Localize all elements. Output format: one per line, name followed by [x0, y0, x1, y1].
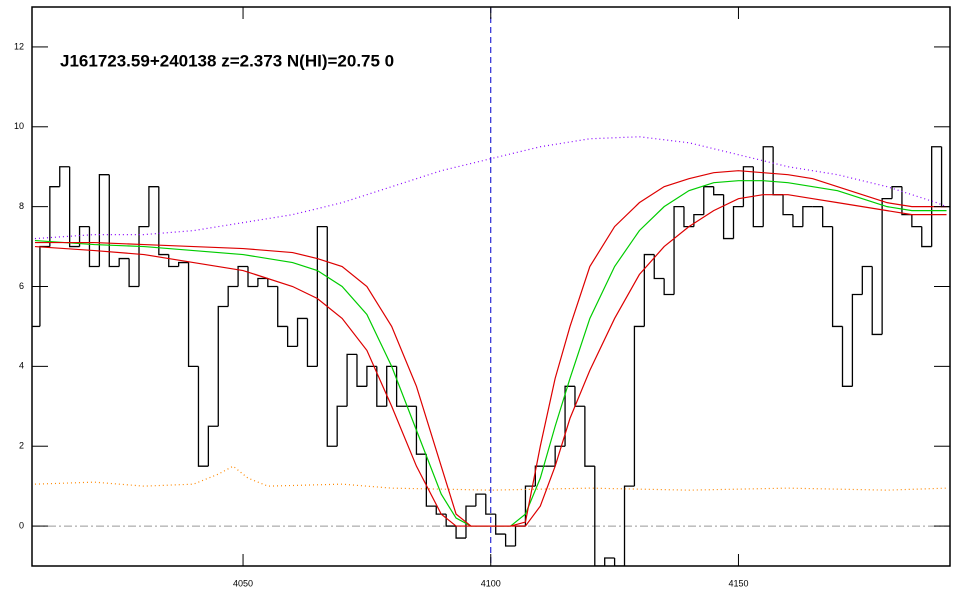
spectrum-bin	[247, 266, 258, 288]
spectrum-bin	[703, 186, 714, 215]
spectrum-bin	[752, 166, 764, 228]
spectrum-bin	[722, 194, 734, 240]
annotation: J161723.59+240138 z=2.373 N(HI)=20.75 0	[60, 51, 394, 70]
spectrum-bin	[386, 365, 397, 407]
spectrum-bin	[871, 266, 883, 336]
spectrum-bin	[861, 265, 873, 295]
spectrum-bin	[267, 278, 278, 288]
spectrum-bin	[207, 425, 219, 467]
spectrum-bin	[891, 186, 902, 199]
spectrum-bin	[306, 318, 318, 368]
spectrum-bin	[663, 278, 675, 296]
spectrum-bin	[59, 166, 70, 187]
spectrum-bin	[534, 465, 546, 487]
plot-area	[32, 7, 950, 566]
x-tick-label: 4100	[481, 578, 501, 588]
spectrum-bin	[633, 325, 645, 487]
spectrum-bin	[177, 261, 189, 267]
model-curve	[34, 170, 947, 527]
spectrum-bin	[148, 186, 159, 227]
spectrum-bin	[613, 558, 625, 566]
spectrum-bin	[762, 146, 774, 227]
spectrum-bin	[88, 226, 100, 268]
spectrum-bin	[792, 214, 803, 228]
y-tick-label: 8	[19, 201, 24, 211]
spectrum-bin	[931, 146, 942, 247]
spectrum-bin	[69, 166, 80, 248]
spectrum-bin	[732, 205, 744, 239]
spectrum-bin	[277, 286, 288, 328]
y-tick-label: 0	[19, 520, 24, 530]
spectrum-bin	[336, 405, 348, 447]
x-tick-label: 4150	[728, 578, 748, 588]
y-tick-label: 10	[14, 121, 24, 131]
spectrum-bin	[49, 186, 60, 247]
spectrum-bin	[693, 213, 704, 227]
spectrum-bin	[504, 534, 516, 547]
spectrum-bin	[158, 186, 169, 256]
spectrum-bin	[78, 225, 90, 247]
spectrum-bin	[257, 277, 268, 287]
spectrum-bin	[564, 385, 575, 447]
spectrum-bin	[465, 505, 476, 539]
spectrum-bin	[802, 205, 813, 227]
spectrum-bin	[227, 285, 239, 307]
spectrum-bin	[138, 225, 149, 287]
model-curve	[34, 194, 947, 527]
spectrum-bin	[831, 226, 843, 328]
spectrum-bin	[653, 254, 665, 280]
spectrum-bin	[822, 206, 833, 228]
spectrum-bin	[316, 225, 328, 367]
spectrum-bin	[128, 258, 140, 288]
spectrum-bin	[415, 406, 427, 455]
spectrum-bin	[197, 366, 209, 467]
spectrum-bin	[742, 166, 754, 207]
spectrum-bin	[851, 293, 863, 387]
spectrum-bin	[782, 194, 793, 216]
x-tick-label: 4050	[233, 578, 253, 588]
spectrum-bin	[376, 366, 387, 407]
spectrum-bin	[237, 265, 248, 287]
spectrum-bin	[841, 326, 853, 387]
spectrum-bin	[911, 214, 922, 228]
spectrum-bin	[187, 262, 199, 368]
spectrum-bin	[673, 205, 684, 295]
spectrum-bin	[217, 305, 229, 427]
spectrum-bin	[98, 174, 110, 267]
spectrum-bin	[881, 198, 893, 335]
spectrum-bin	[286, 326, 298, 348]
spectrum-bin	[108, 174, 120, 268]
spectrum-bin	[643, 253, 655, 327]
spectrum-bin	[435, 506, 447, 515]
spectrum-bin	[495, 514, 506, 535]
spectrum-bin	[604, 557, 615, 566]
spectrum-bin	[118, 257, 130, 267]
spectrum-bin	[425, 454, 437, 507]
model-curve	[34, 180, 947, 527]
spectrum-bin	[623, 485, 635, 566]
spectrum-bin	[296, 317, 308, 347]
spectrum-bin	[594, 466, 605, 566]
y-tick-label: 2	[19, 441, 24, 451]
y-tick-label: 4	[19, 361, 24, 371]
spectrum-bin	[356, 354, 367, 387]
spectrum-bin	[713, 186, 724, 196]
spectrum-bin	[475, 493, 486, 507]
spectrum-bin	[346, 353, 357, 407]
spectrum-bin	[455, 526, 466, 539]
y-tick-label: 12	[14, 41, 24, 51]
spectrum-bin	[326, 226, 338, 447]
spectrum-bin	[683, 206, 694, 228]
spectrum-bin	[584, 406, 595, 467]
spectrum-bin	[921, 226, 932, 248]
y-tick-label: 6	[19, 281, 24, 291]
spectrum-bin	[485, 494, 496, 515]
